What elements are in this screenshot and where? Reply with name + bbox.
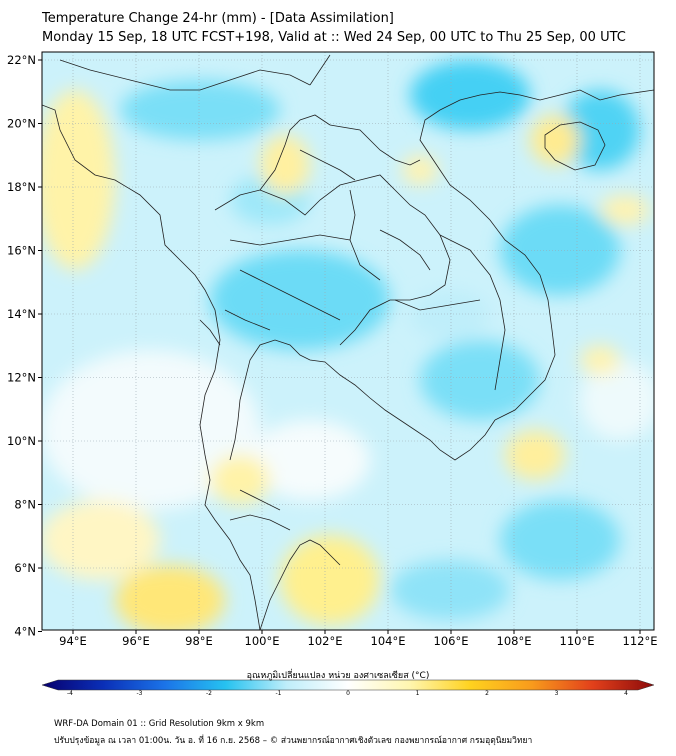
lon-label: 110°E bbox=[560, 634, 595, 648]
lon-label: 106°E bbox=[434, 634, 469, 648]
footer-credit: ปรับปรุงข้อมูล ณ เวลา 01:00น. วัน อ. ที่… bbox=[54, 736, 533, 746]
axis-ticks: 22°N 20°N 18°N 16°N 14°N 12°N 10°N 8°N 6°N 4°N 94°… bbox=[7, 53, 657, 648]
lon-label: 96°E bbox=[122, 634, 150, 648]
lat-label: 22°N bbox=[7, 53, 36, 67]
map-frame bbox=[41, 51, 655, 631]
map-subtitle: Monday 15 Sep, 18 UTC FCST+198, Valid at… bbox=[42, 30, 626, 45]
lat-label: 16°N bbox=[7, 244, 36, 258]
lat-label: 14°N bbox=[7, 307, 36, 321]
colorbar-tick-label: -3 bbox=[136, 690, 143, 697]
lon-label: 98°E bbox=[185, 634, 213, 648]
colorbar-tick-label: 3 bbox=[554, 690, 559, 697]
lat-label: 4°N bbox=[14, 625, 36, 639]
lon-label: 104°E bbox=[371, 634, 406, 648]
colorbar-label: อุณหภูมิเปลี่ยนแปลง หน่วย องศาเซลเซียส (… bbox=[246, 671, 430, 681]
lon-label: 100°E bbox=[245, 634, 280, 648]
colorbar-tick-label: 2 bbox=[485, 690, 489, 697]
colorbar-tick-label: 0 bbox=[346, 690, 350, 697]
lon-label: 102°E bbox=[308, 634, 343, 648]
colorbar-gradient bbox=[41, 679, 655, 691]
footer-domain-info: WRF-DA Domain 01 :: Grid Resolution 9km … bbox=[54, 719, 265, 729]
lat-label: 20°N bbox=[7, 117, 36, 131]
temperature-field bbox=[42, 52, 654, 630]
map-title: Temperature Change 24-hr (mm) - [Data As… bbox=[42, 11, 394, 26]
colorbar-ticks: -4 -3 -2 -1 0 1 2 3 4 bbox=[0, 690, 676, 702]
colorbar-tick-label: -1 bbox=[275, 690, 282, 697]
colorbar bbox=[41, 679, 655, 691]
lat-label: 10°N bbox=[7, 434, 36, 448]
lon-label: 108°E bbox=[497, 634, 532, 648]
lat-label: 12°N bbox=[7, 371, 36, 385]
lat-label: 18°N bbox=[7, 180, 36, 194]
lat-label: 6°N bbox=[14, 561, 36, 575]
colorbar-tick-label: -4 bbox=[67, 690, 73, 697]
lon-label: 112°E bbox=[623, 634, 658, 648]
colorbar-tick-label: 4 bbox=[624, 690, 628, 697]
lat-label: 8°N bbox=[14, 498, 36, 512]
country-borders bbox=[42, 54, 654, 630]
graticule bbox=[42, 52, 654, 630]
colorbar-tick-label: 1 bbox=[415, 690, 420, 697]
colorbar-tick-label: -2 bbox=[206, 690, 212, 697]
lon-label: 94°E bbox=[59, 634, 87, 648]
